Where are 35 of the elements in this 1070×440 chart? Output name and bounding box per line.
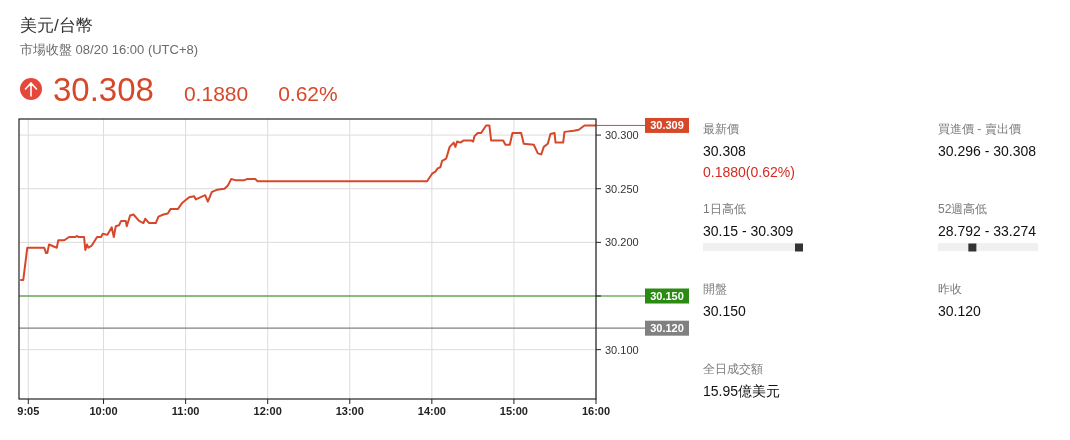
x-tick-label: 13:00 <box>335 405 364 417</box>
y-tick-label: 30.250 <box>605 182 639 195</box>
card-text: 0.1880(0.62%) <box>703 163 795 180</box>
card-text: 買進價 - 賣出價 <box>938 122 1021 136</box>
card-text: 最新價 <box>703 122 739 136</box>
ref-line-tag-label: 30.120 <box>650 322 684 335</box>
x-tick-label: 11:00 <box>171 405 200 417</box>
card-text: 1日高低 <box>703 202 746 216</box>
subtitle: 市場收盤 08/20 16:00 (UTC+8) <box>20 42 199 57</box>
card-text: 30.308 <box>703 142 746 159</box>
card-text: 30.120 <box>938 302 981 319</box>
card-text: 30.296 - 30.308 <box>938 142 1037 159</box>
card-text: 52週高低 <box>938 202 988 216</box>
card-text: 全日成交額 <box>703 362 763 376</box>
value-tag-label: 30.309 <box>650 119 684 132</box>
y-tick-label: 30.100 <box>605 343 639 356</box>
annotation: 30.308 <box>53 71 154 108</box>
x-tick-label: 12:00 <box>253 405 282 417</box>
x-tick-label: 16:00 <box>581 405 611 417</box>
x-tick-label: 15:00 <box>499 405 528 417</box>
y-tick-label: 30.300 <box>605 129 639 142</box>
card-text: 30.150 <box>703 302 746 319</box>
title: 美元/台幣 <box>20 16 93 35</box>
card-text: 開盤 <box>703 282 727 296</box>
card-text: 昨收 <box>938 282 962 296</box>
ref-line-tag-label: 30.150 <box>650 290 684 302</box>
card-text: 30.15 - 30.309 <box>703 222 794 239</box>
x-tick-label: 14:00 <box>417 405 446 417</box>
card-text: 15.95億美元 <box>703 382 781 399</box>
x-tick-label: 9:05 <box>17 405 40 417</box>
annotation: 0.62% <box>278 82 338 105</box>
card-text: 28.792 - 33.274 <box>938 222 1037 239</box>
x-tick-label: 10:00 <box>89 405 118 417</box>
y-tick-label: 30.200 <box>605 236 639 249</box>
annotation: 0.1880 <box>183 82 249 105</box>
